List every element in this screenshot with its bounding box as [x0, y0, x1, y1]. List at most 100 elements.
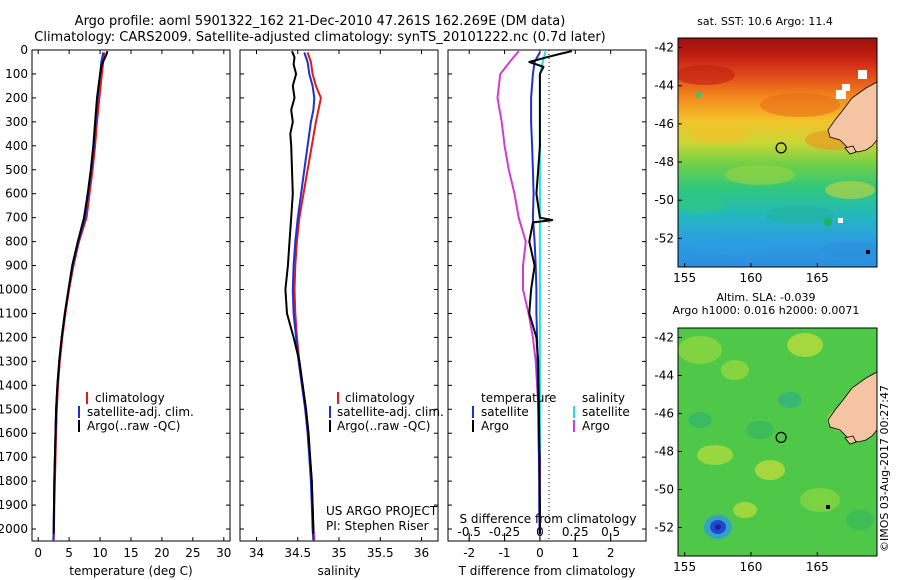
- figure-title-line1: Argo profile: aoml 5901322_162 21-Dec-20…: [74, 14, 566, 29]
- pressure-tick-label: 600: [5, 187, 28, 201]
- land-new-zealand: [827, 371, 877, 443]
- pressure-tick-label: 500: [5, 163, 28, 177]
- salinity-axis-label: salinity: [317, 564, 360, 578]
- latitude-tick-label: -46: [654, 407, 674, 421]
- legend-label-temp-argo: Argo: [481, 419, 509, 433]
- pressure-tick-label: 1100: [0, 306, 28, 320]
- s-diff-tick-label: -0.5: [458, 525, 481, 539]
- figure-title-line2: Climatology: CARS2009. Satellite-adjuste…: [34, 30, 606, 45]
- latitude-tick-label: -52: [654, 521, 674, 535]
- float-position-marker: [775, 142, 787, 154]
- sst-map-frame: [677, 37, 878, 268]
- latitude-tick-label: -46: [654, 117, 674, 131]
- series-line-argo-raw-qc-: [52, 50, 109, 534]
- latitude-tick-label: -44: [654, 369, 674, 383]
- legend-label-argo: Argo(..raw -QC): [337, 419, 430, 433]
- difference-plot-frame: [447, 49, 647, 542]
- pressure-tick-label: 1900: [0, 498, 28, 512]
- difference-legend: temperature satellite Argo salinity sate…: [460, 391, 637, 526]
- s-diff-tick-label: 0.5: [601, 525, 620, 539]
- x-tick-label: 0: [536, 546, 544, 560]
- salinity-legend: climatology satellite-adj. clim. Argo(..…: [326, 391, 444, 533]
- pressure-tick-label: 700: [5, 211, 28, 225]
- x-tick-label: 2: [607, 546, 615, 560]
- float-position-marker: [775, 431, 787, 443]
- longitude-tick-label: 160: [740, 560, 763, 574]
- legend-header-salinity: salinity: [582, 391, 625, 405]
- latitude-tick-label: -50: [654, 483, 674, 497]
- longitude-tick-label: 165: [806, 271, 829, 285]
- pressure-tick-label: 1000: [0, 283, 28, 297]
- pressure-tick-label: 1200: [0, 330, 28, 344]
- sst-map-title: sat. SST: 10.6 Argo: 11.4: [697, 15, 833, 28]
- x-tick-label: -1: [499, 546, 511, 560]
- s-diff-tick-label: 0.25: [562, 525, 589, 539]
- land-new-zealand: [827, 81, 877, 153]
- latitude-tick-label: -42: [654, 331, 674, 345]
- pressure-tick-label: 1500: [0, 402, 28, 416]
- legend-label-climatology: climatology: [345, 391, 415, 405]
- latitude-tick-label: -48: [654, 155, 674, 169]
- x-tick-label: -2: [463, 546, 475, 560]
- x-tick-label: 0: [34, 546, 42, 560]
- latitude-tick-label: -48: [654, 445, 674, 459]
- x-tick-label: 35: [331, 546, 346, 560]
- pressure-tick-label: 300: [5, 115, 28, 129]
- pressure-tick-label: 1600: [0, 426, 28, 440]
- longitude-tick-label: 155: [673, 271, 696, 285]
- legend-label-sal-satellite: satellite: [582, 405, 630, 419]
- latitude-tick-label: -50: [654, 193, 674, 207]
- copyright-label: ©IMOS 03-Aug-2017 00:27:47: [878, 385, 891, 552]
- latitude-tick-label: -44: [654, 79, 674, 93]
- x-tick-label: 36: [414, 546, 429, 560]
- longitude-tick-label: 160: [740, 271, 763, 285]
- pressure-tick-label: 400: [5, 139, 28, 153]
- series-line-argo-raw-qc-: [284, 50, 315, 534]
- sla-map: Altim. SLA: -0.039 Argo h1000: 0.016 h20…: [673, 291, 891, 557]
- temperature-plot-frame: [31, 49, 231, 542]
- longitude-tick-label: 155: [673, 560, 696, 574]
- x-tick-label: 34: [249, 546, 264, 560]
- temperature-legend: climatology satellite-adj. clim. Argo(..…: [78, 391, 194, 433]
- longitude-tick-label: 165: [806, 560, 829, 574]
- pressure-tick-label: 800: [5, 235, 28, 249]
- x-tick-label: 30: [216, 546, 231, 560]
- latitude-tick-label: -42: [654, 41, 674, 55]
- x-tick-label: 10: [92, 546, 107, 560]
- pressure-tick-label: 0: [20, 43, 28, 57]
- legend-label-satellite: satellite-adj. clim.: [87, 405, 194, 419]
- pressure-tick-label: 100: [5, 67, 28, 81]
- temperature-axis-label: temperature (deg C): [69, 564, 192, 578]
- legend-label-temp-satellite: satellite: [481, 405, 529, 419]
- series-line-temperature-argo: [528, 50, 573, 534]
- legend-label-sal-argo: Argo: [582, 419, 610, 433]
- latitude-tick-label: -52: [654, 231, 674, 245]
- pressure-tick-label: 1700: [0, 450, 28, 464]
- x-tick-label: 5: [65, 546, 73, 560]
- x-tick-label: 1: [571, 546, 579, 560]
- pressure-tick-label: 1300: [0, 354, 28, 368]
- x-tick-label: 15: [123, 546, 138, 560]
- sla-map-frame: [677, 327, 878, 557]
- x-tick-label: 25: [185, 546, 200, 560]
- pressure-tick-label: 2000: [0, 522, 28, 536]
- legend-label-climatology: climatology: [95, 391, 165, 405]
- salinity-plot-frame: [239, 49, 439, 542]
- legend-label-argo: Argo(..raw -QC): [87, 419, 180, 433]
- pi-label: PI: Stephen Riser: [326, 519, 429, 533]
- x-tick-label: 20: [154, 546, 169, 560]
- sla-map-title-line2: Argo h1000: 0.016 h2000: 0.0071: [673, 304, 860, 317]
- s-diff-tick-label: -0.25: [489, 525, 520, 539]
- legend-label-satellite: satellite-adj. clim.: [337, 405, 444, 419]
- s-difference-axis-label: S difference from climatology: [460, 512, 637, 526]
- sla-map-title-line1: Altim. SLA: -0.039: [716, 291, 815, 304]
- pressure-tick-label: 900: [5, 259, 28, 273]
- project-label: US ARGO PROJECT: [326, 504, 438, 518]
- x-tick-label: 34.5: [284, 546, 311, 560]
- pressure-tick-label: 1800: [0, 474, 28, 488]
- legend-header-temperature: temperature: [481, 391, 556, 405]
- t-difference-axis-label: T difference from climatology: [458, 564, 636, 578]
- x-tick-label: 35.5: [367, 546, 394, 560]
- pressure-tick-label: 200: [5, 91, 28, 105]
